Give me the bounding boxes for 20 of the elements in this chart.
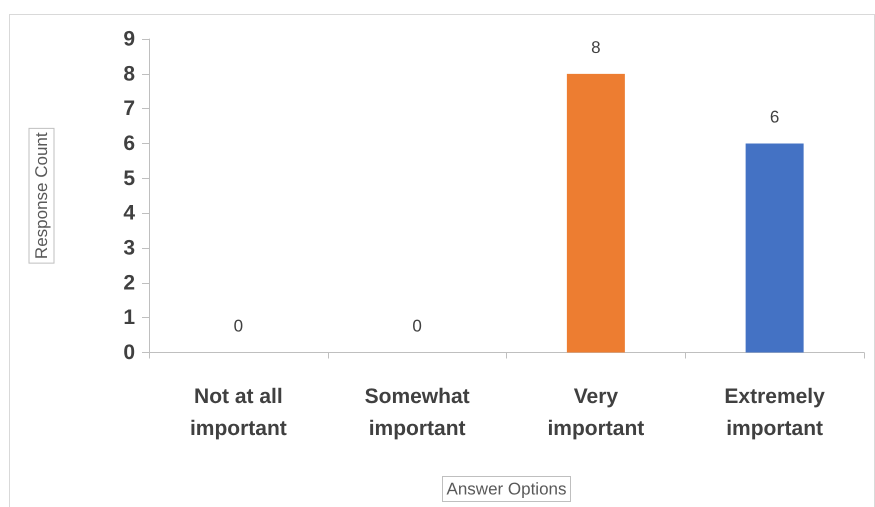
y-tick-label: 9 (123, 28, 135, 50)
x-axis-title: Answer Options (446, 480, 566, 498)
x-tick-label: Somewhat important (364, 385, 470, 440)
y-tick-label: 1 (123, 306, 136, 330)
data-label: 6 (770, 108, 780, 126)
data-label: 8 (591, 38, 601, 57)
y-tick-label: 5 (123, 166, 136, 190)
y-tick-label: 7 (123, 97, 135, 120)
y-tick-label: 6 (123, 132, 135, 155)
y-tick-label: 3 (123, 236, 135, 260)
y-axis-title: Response Count (32, 132, 51, 260)
y-tick-label: 0 (123, 341, 135, 364)
x-tick-label: Extremely important (724, 385, 826, 440)
y-tick-label: 8 (123, 62, 136, 86)
y-tick-label: 4 (123, 202, 136, 225)
x-tick-label: Not at all important (190, 385, 287, 440)
x-tick-label: Very important (547, 385, 644, 440)
data-label: 0 (234, 316, 244, 336)
y-tick-label: 2 (123, 271, 135, 294)
data-label: 0 (412, 316, 422, 336)
